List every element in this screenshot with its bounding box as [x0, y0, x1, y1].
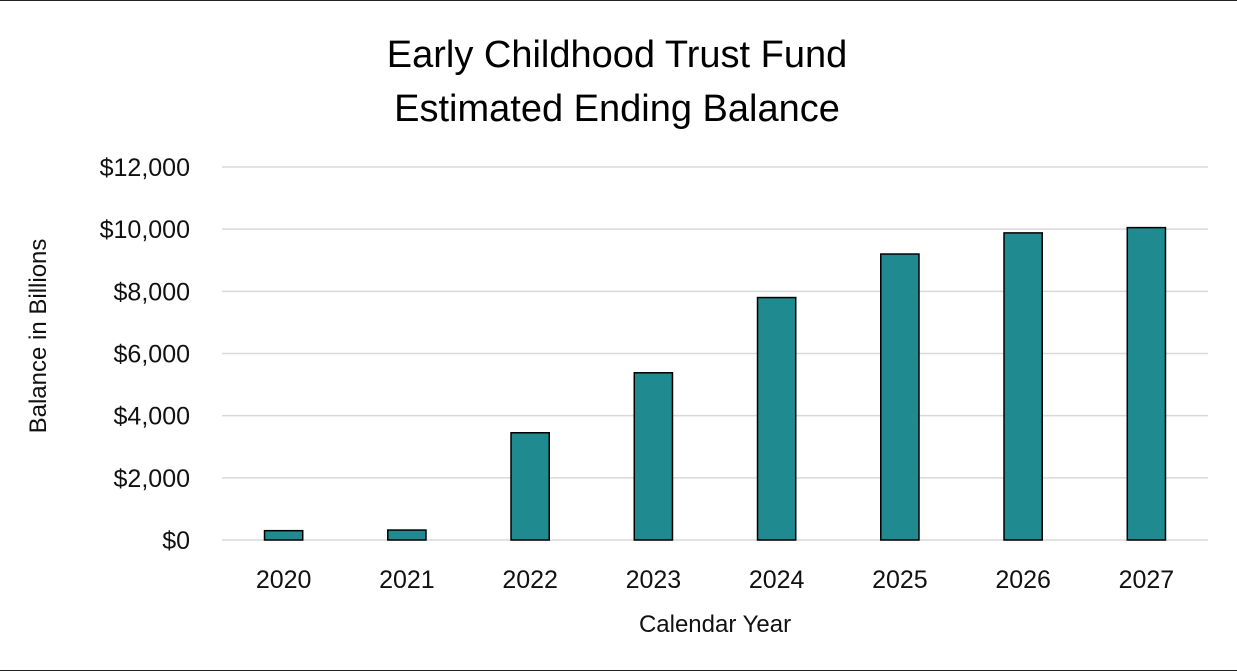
bar-2023	[633, 372, 674, 541]
bar-2024	[756, 296, 797, 541]
x-axis-title: Calendar Year	[639, 611, 791, 638]
y-tick-label: $8,000	[114, 278, 190, 306]
x-tick-label: 2027	[1119, 566, 1175, 594]
gridlines	[222, 166, 1208, 541]
x-axis-ticks: 2020 2021 2022 2023 2024 2025 2026 2027	[256, 566, 1174, 594]
x-tick-label: 2025	[872, 566, 928, 594]
bar-2020	[263, 529, 304, 541]
y-tick-label: $12,000	[100, 154, 190, 182]
y-tick-label: $0	[162, 527, 190, 555]
chart-title-line-1: Early Childhood Trust Fund	[387, 34, 847, 76]
y-tick-label: $2,000	[114, 465, 190, 493]
x-tick-label: 2022	[502, 566, 558, 594]
y-tick-label: $10,000	[100, 216, 190, 244]
x-tick-label: 2026	[995, 566, 1051, 594]
bar-2026	[1003, 232, 1043, 541]
bar-2027	[1126, 226, 1167, 541]
y-axis-title: Balance in Billions	[25, 239, 52, 434]
bar-2022	[510, 432, 550, 541]
x-tick-label: 2024	[749, 566, 805, 594]
y-tick-label: $6,000	[114, 341, 190, 369]
y-tick-label: $4,000	[114, 403, 190, 431]
bar-2021	[387, 529, 427, 541]
x-tick-label: 2020	[256, 566, 312, 594]
x-tick-label: 2021	[379, 566, 435, 594]
bar-2025	[880, 253, 920, 541]
bars	[263, 226, 1167, 541]
y-axis-ticks: $0 $2,000 $4,000 $6,000 $8,000 $10,000 $12,000	[100, 154, 190, 555]
chart-title-line-2: Estimated Ending Balance	[394, 88, 840, 130]
x-tick-label: 2023	[626, 566, 682, 594]
